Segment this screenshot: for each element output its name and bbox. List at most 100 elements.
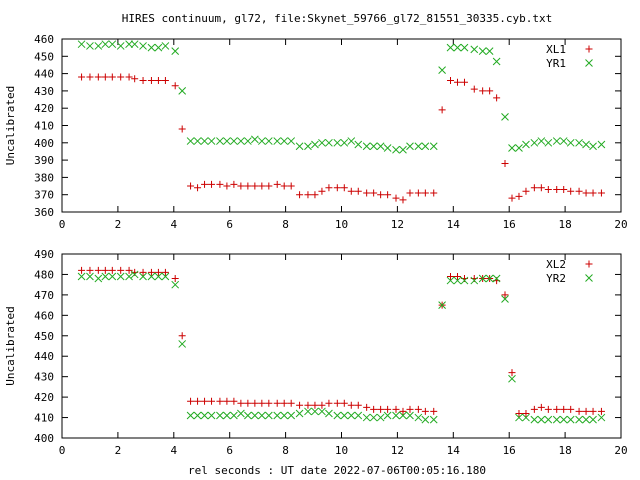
data-point xyxy=(304,407,312,416)
data-point xyxy=(117,73,125,81)
y-tick-label: 420 xyxy=(34,102,54,115)
data-point xyxy=(460,78,468,86)
data-point xyxy=(333,399,341,407)
data-point xyxy=(139,77,147,85)
data-point xyxy=(325,184,333,192)
legend-label: YR2 xyxy=(546,272,566,285)
data-point xyxy=(544,405,552,413)
data-point xyxy=(237,409,245,418)
data-point xyxy=(544,138,553,147)
legend-marker xyxy=(585,274,593,282)
data-point xyxy=(258,182,266,190)
data-point xyxy=(582,140,590,149)
x-tick-label: 0 xyxy=(59,218,66,231)
data-point xyxy=(287,399,295,407)
data-point xyxy=(325,409,333,418)
data-point xyxy=(376,142,385,151)
data-point xyxy=(508,144,516,152)
data-point xyxy=(94,274,103,283)
data-point xyxy=(347,411,356,420)
data-point xyxy=(414,142,423,151)
data-point xyxy=(492,274,501,283)
data-point xyxy=(377,191,385,199)
data-point xyxy=(264,411,273,420)
data-point xyxy=(295,142,304,151)
y-tick-label: 430 xyxy=(34,85,54,98)
data-point xyxy=(446,43,455,52)
data-point xyxy=(582,189,590,197)
data-point xyxy=(86,266,94,274)
y-tick-label: 450 xyxy=(34,50,54,63)
data-point xyxy=(257,137,266,145)
legend-label: XL2 xyxy=(546,258,566,271)
data-point xyxy=(559,137,568,145)
data-point xyxy=(251,411,259,420)
data-point xyxy=(186,137,195,145)
data-point xyxy=(171,82,179,90)
series-XL2 xyxy=(78,266,605,417)
data-point xyxy=(421,407,429,415)
data-point xyxy=(553,186,561,194)
data-point xyxy=(421,415,430,424)
data-point xyxy=(508,194,516,202)
data-point xyxy=(200,137,209,145)
series-YR2 xyxy=(77,270,606,424)
data-point xyxy=(597,413,606,422)
data-point xyxy=(216,137,224,145)
data-point xyxy=(392,194,400,202)
data-point xyxy=(399,196,407,204)
data-point xyxy=(597,140,606,149)
data-point xyxy=(406,189,414,197)
data-point xyxy=(478,47,487,55)
data-point xyxy=(257,411,266,420)
data-point xyxy=(363,403,371,411)
data-point xyxy=(325,138,333,147)
data-point xyxy=(589,407,597,415)
data-point xyxy=(201,397,209,405)
data-point xyxy=(530,138,539,147)
data-point xyxy=(200,411,209,420)
data-point xyxy=(486,87,494,95)
data-point xyxy=(101,40,110,49)
data-point xyxy=(354,187,362,195)
data-point xyxy=(597,407,605,415)
data-point xyxy=(589,415,597,424)
data-point xyxy=(244,137,252,145)
data-point xyxy=(597,189,605,197)
data-point xyxy=(460,276,469,285)
y-tick-label: 390 xyxy=(34,154,54,167)
data-point xyxy=(438,106,446,114)
x-tick-label: 12 xyxy=(391,444,404,457)
y-tick-label: 460 xyxy=(34,309,54,322)
y-tick-label: 420 xyxy=(34,391,54,404)
data-point xyxy=(370,189,378,197)
data-point xyxy=(237,182,245,190)
data-point xyxy=(207,137,216,145)
data-point xyxy=(453,272,461,280)
data-point xyxy=(362,413,371,422)
data-point xyxy=(273,180,281,188)
x-tick-label: 6 xyxy=(226,218,233,231)
data-point xyxy=(421,142,430,151)
x-tick-label: 18 xyxy=(558,218,571,231)
data-point xyxy=(347,187,355,195)
data-point xyxy=(223,182,231,190)
data-point xyxy=(230,180,238,188)
x-tick-label: 14 xyxy=(447,218,461,231)
data-point xyxy=(438,301,446,309)
data-point xyxy=(340,138,349,147)
data-point xyxy=(130,270,139,279)
data-point xyxy=(187,182,195,190)
data-point xyxy=(139,268,147,276)
data-point xyxy=(287,182,295,190)
data-point xyxy=(86,42,94,50)
data-point xyxy=(492,57,501,66)
data-point xyxy=(414,405,422,413)
data-point xyxy=(161,42,170,50)
data-point xyxy=(522,187,530,195)
chart-title: HIRES continuum, gl72, file:Skynet_59766… xyxy=(122,12,552,25)
x-tick-label: 16 xyxy=(503,218,516,231)
data-point xyxy=(453,78,461,86)
data-point xyxy=(530,405,538,413)
